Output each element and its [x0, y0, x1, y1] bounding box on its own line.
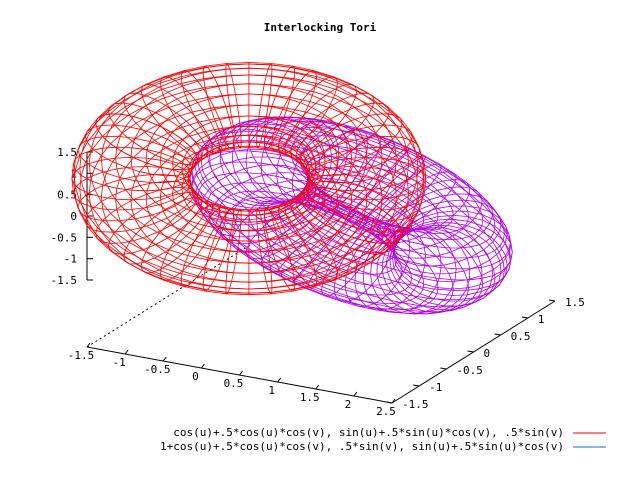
torus-2-v-isoline: [197, 130, 505, 300]
torus-1-v-isoline: [187, 134, 311, 212]
x-tick: [315, 384, 320, 390]
torus-1-v-isoline: [130, 83, 368, 232]
z-tick-label: 0: [70, 210, 77, 223]
z-tick-label: 1.5: [57, 146, 77, 159]
y-tick-label: 1.5: [565, 296, 585, 309]
torus-1-v-isoline: [189, 141, 309, 216]
y-tick-label: 0.5: [511, 330, 531, 343]
torus-2-v-isoline: [206, 182, 439, 310]
y-tick: [385, 401, 393, 404]
torus-1-v-isoline: [100, 67, 397, 253]
z-tick-label: 0.5: [57, 189, 77, 202]
y-axis-tick-labels: -1.5-1 -0.50 0.5 1 1.5: [402, 296, 585, 411]
x-tick: [200, 363, 205, 369]
y-tick: [548, 299, 556, 302]
torus-surface-1: [71, 62, 427, 296]
torus-2-v-isoline: [290, 135, 470, 234]
legend-label-1: cos(u)+.5*cos(u)*cos(v), sin(u)+.5*sin(u…: [173, 426, 564, 439]
y-tick: [413, 384, 420, 387]
torus-1-v-isoline: [88, 63, 410, 264]
torus-2-v-isoline: [307, 167, 425, 232]
x-tick-label: -1: [113, 356, 126, 369]
x-tick-label: 1: [268, 384, 275, 397]
y-tick: [521, 316, 528, 319]
torus-1-u-isoline: [84, 180, 195, 233]
x-tick: [391, 398, 396, 404]
z-tick-label: -1.5: [51, 274, 78, 287]
torus-2-v-isoline: [299, 145, 454, 231]
legend: cos(u)+.5*cos(u)*cos(v), sin(u)+.5*sin(u…: [160, 426, 606, 453]
legend-entry-1: cos(u)+.5*cos(u)*cos(v), sin(u)+.5*sin(u…: [173, 426, 606, 439]
x-tick: [353, 391, 358, 397]
torus-1-u-isoline: [123, 196, 208, 265]
y-tick-label: 1: [538, 313, 545, 326]
x-tick-label: 1.5: [300, 391, 320, 404]
torus-2-v-isoline: [197, 172, 454, 314]
y-tick: [440, 367, 447, 370]
x-axis-tick-labels: -1.5 -1 -0.5 0 0.5 1 1.5 2 2.5: [68, 349, 396, 418]
z-tick-label: -1: [64, 253, 77, 266]
y-tick-label: -1.5: [402, 398, 429, 411]
torus-1-v-isoline: [115, 74, 383, 242]
torus-1-v-isoline: [159, 104, 338, 216]
y-tick: [494, 333, 501, 336]
torus-1-v-isoline: [145, 93, 353, 223]
x-tick: [239, 370, 243, 376]
x-tick: [277, 377, 282, 383]
chart-title: Interlocking Tori: [264, 21, 377, 34]
x-tick-label: 0.5: [224, 377, 244, 390]
x-tick-label: 0: [192, 370, 199, 383]
y-tick-label: 0: [484, 347, 491, 360]
x-tick-label: -1.5: [68, 349, 95, 362]
torus-1-v-isoline: [79, 62, 419, 274]
legend-entry-2: 1+cos(u)+.5*cos(u)*cos(v), .5*sin(v), si…: [160, 440, 606, 453]
x-tick-label: 2: [345, 398, 352, 411]
x-tick: [162, 356, 167, 362]
y-tick: [467, 350, 474, 353]
torus-2-v-isoline: [233, 196, 413, 296]
torus-1-v-isoline: [172, 115, 326, 212]
y-tick-label: -0.5: [456, 364, 483, 377]
torus-2-v-isoline: [189, 150, 484, 313]
x-tick: [86, 342, 91, 348]
z-tick-label: -0.5: [51, 231, 78, 244]
y-tick-label: -1: [429, 381, 442, 394]
x-tick-label: 2.5: [376, 405, 396, 418]
torus-1-v-isoline: [172, 145, 326, 242]
torus-2-v-isoline: [248, 117, 505, 259]
legend-label-2: 1+cos(u)+.5*cos(u)*cos(v), .5*sin(v), si…: [160, 440, 564, 453]
torus-1-u-isoline: [123, 92, 208, 161]
x-tick-label: -0.5: [144, 363, 171, 376]
x-tick: [124, 349, 129, 355]
torus-1-u-isoline: [84, 124, 195, 177]
torus-1-v-isoline: [181, 147, 317, 232]
torus-1-v-isoline: [181, 125, 317, 211]
